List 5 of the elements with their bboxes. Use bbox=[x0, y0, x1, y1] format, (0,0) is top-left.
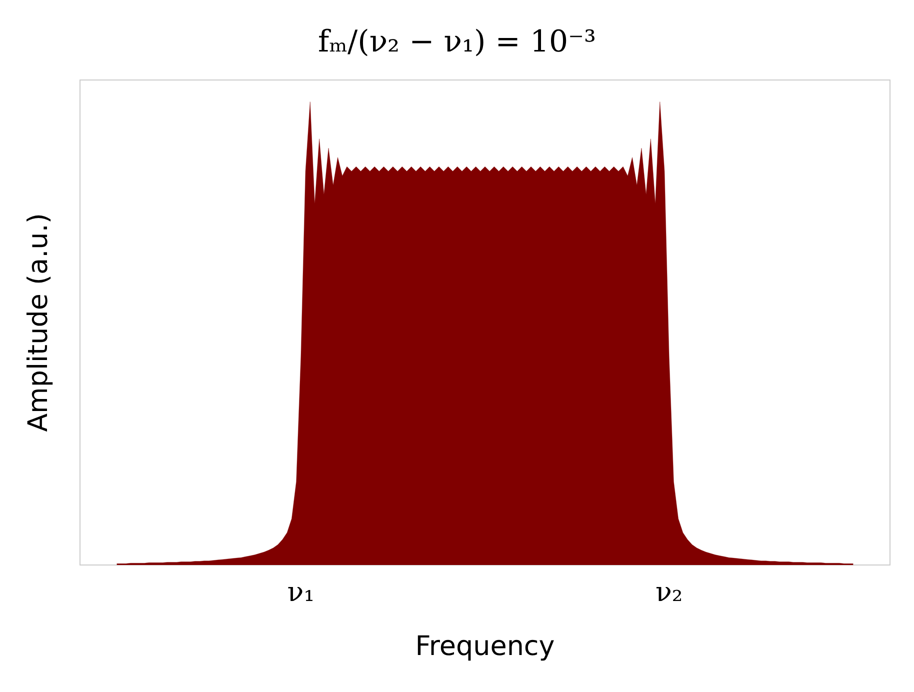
chart-title: fₘ/(ν₂ − ν₁) = 10⁻³ bbox=[318, 24, 596, 60]
x-axis-title: Frequency bbox=[415, 631, 555, 662]
x-tick-label: ν₁ bbox=[287, 577, 315, 608]
y-axis-title: Amplitude (a.u.) bbox=[23, 213, 54, 432]
x-tick-label: ν₂ bbox=[655, 577, 683, 608]
